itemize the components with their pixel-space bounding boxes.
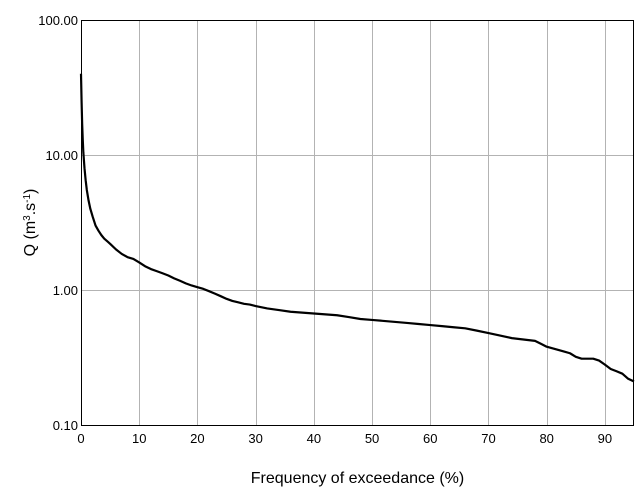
y-axis-title: Q (m3.s-1) [22, 189, 40, 257]
y-tick-label: 10.00 [45, 148, 78, 163]
x-axis-tick-labels: 0 10 20 30 40 50 60 70 80 90 [77, 431, 612, 446]
y-tick-label: 100.00 [38, 13, 78, 28]
plot-frame [81, 20, 634, 426]
x-tick-label: 50 [365, 431, 379, 446]
y-axis-title-middle: .s [22, 203, 39, 215]
x-tick-label: 80 [539, 431, 553, 446]
x-axis-title: Frequency of exceedance (%) [251, 470, 464, 487]
y-axis-title-prefix: Q (m [22, 221, 39, 257]
y-axis-title-suffix: ) [22, 189, 39, 194]
x-tick-label: 40 [307, 431, 321, 446]
x-tick-label: 90 [598, 431, 612, 446]
flow-duration-curve [79, 73, 635, 383]
x-tick-label: 60 [423, 431, 437, 446]
x-tick-label: 30 [248, 431, 262, 446]
x-tick-label: 0 [77, 431, 84, 446]
y-axis-title-unit-a-sup: 3 [22, 215, 33, 221]
grid-lines [81, 20, 634, 425]
x-tick-label: 10 [132, 431, 146, 446]
y-tick-label: 0.10 [53, 418, 78, 433]
x-tick-label: 20 [190, 431, 204, 446]
y-axis-tick-labels: 0.10 1.00 10.00 100.00 [38, 13, 78, 433]
x-tick-label: 70 [481, 431, 495, 446]
y-axis-title-unit-b-sup: -1 [22, 194, 33, 203]
y-tick-label: 1.00 [53, 283, 78, 298]
